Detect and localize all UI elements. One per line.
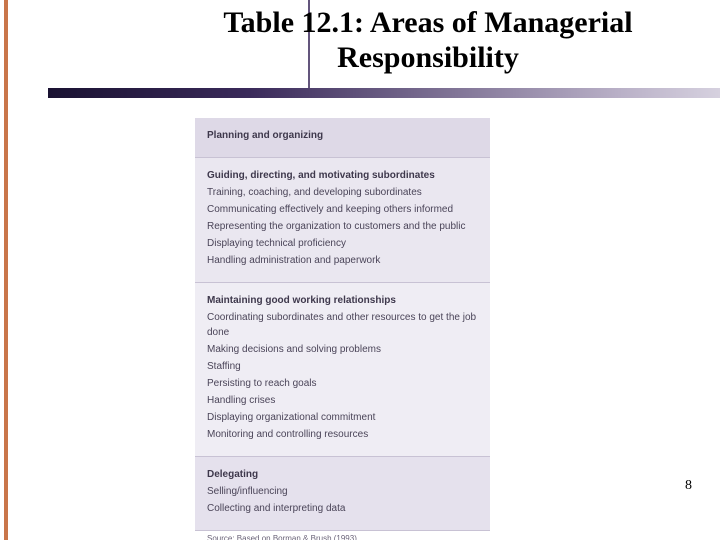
table-item: Training, coaching, and developing subor… [207, 185, 478, 200]
source-bar: Source: Based on Borman & Brush (1993). [195, 530, 490, 540]
table-item: Maintaining good working relationships [207, 293, 478, 308]
table-group: Maintaining good working relationships C… [195, 283, 490, 456]
page-number: 8 [685, 478, 692, 494]
responsibility-table: Planning and organizing Guiding, directi… [195, 118, 490, 540]
source-text: Source: Based on Borman & Brush (1993). [207, 534, 478, 540]
table-group: Delegating Selling/influencing Collectin… [195, 457, 490, 530]
table-item: Handling crises [207, 393, 478, 408]
table-item: Making decisions and solving problems [207, 342, 478, 357]
table-item: Displaying organizational commitment [207, 410, 478, 425]
table-item: Representing the organization to custome… [207, 219, 478, 234]
table-group: Guiding, directing, and motivating subor… [195, 158, 490, 282]
table-item: Staffing [207, 359, 478, 374]
table-item: Guiding, directing, and motivating subor… [207, 168, 478, 183]
page-title: Table 12.1: Areas of Managerial Responsi… [188, 6, 668, 75]
table-item: Persisting to reach goals [207, 376, 478, 391]
slide: Table 12.1: Areas of Managerial Responsi… [0, 0, 720, 540]
table-group: Planning and organizing [195, 118, 490, 157]
table-item: Delegating [207, 467, 478, 482]
table-item: Displaying technical proficiency [207, 236, 478, 251]
table-item: Coordinating subordinates and other reso… [207, 310, 478, 340]
table-item: Planning and organizing [207, 128, 478, 143]
header-underline [48, 88, 720, 98]
table-item: Monitoring and controlling resources [207, 427, 478, 442]
left-accent-bar [4, 0, 8, 540]
table-item: Communicating effectively and keeping ot… [207, 202, 478, 217]
header-band: Table 12.1: Areas of Managerial Responsi… [48, 0, 720, 96]
table-item: Handling administration and paperwork [207, 253, 478, 268]
